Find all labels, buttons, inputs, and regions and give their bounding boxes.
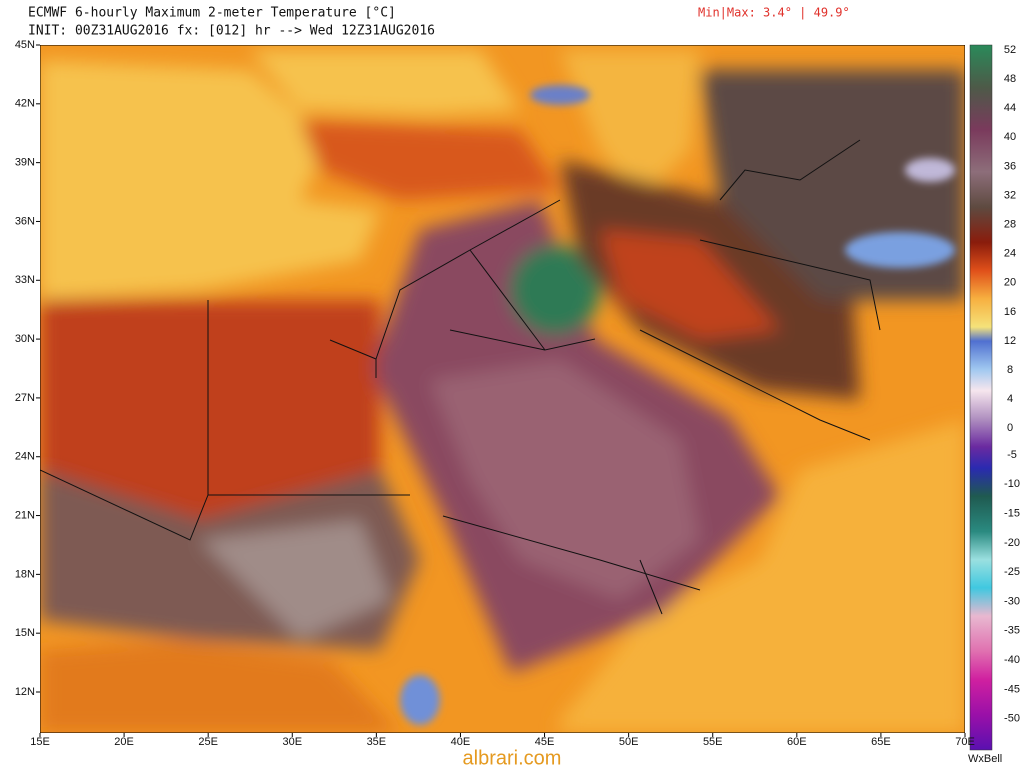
lat-label: 27N <box>15 392 35 404</box>
lon-label: 30E <box>282 736 302 748</box>
lon-label: 65E <box>871 736 891 748</box>
colorbar-label: 16 <box>1004 306 1016 318</box>
borders <box>40 45 965 733</box>
colorbar-label: 28 <box>1004 219 1016 231</box>
colorbar-label: -15 <box>1004 508 1020 520</box>
lon-label: 40E <box>451 736 471 748</box>
colorbar-label: 32 <box>1004 189 1016 201</box>
colorbar-label: 4 <box>1007 393 1013 405</box>
colorbar-label: 40 <box>1004 131 1016 143</box>
lat-label: 18N <box>15 568 35 580</box>
lat-label: 36N <box>15 215 35 227</box>
lon-label: 20E <box>114 736 134 748</box>
lat-label: 45N <box>15 39 35 51</box>
labels: 45N 42N 39N 36N 33N 30N 27N 24N 21N 18N 15N 12N 15E 2… <box>15 39 1020 748</box>
colorbar-label: -5 <box>1007 449 1017 461</box>
colorbar-label: 48 <box>1004 73 1016 85</box>
lat-label: 24N <box>15 451 35 463</box>
lon-label: 15E <box>30 736 50 748</box>
subtitle: INIT: 00Z31AUG2016 fx: [012] hr --> Wed … <box>28 24 435 39</box>
colorbar-label: -40 <box>1004 654 1020 666</box>
colorbar-label: -30 <box>1004 595 1020 607</box>
temperature-field <box>40 50 965 733</box>
colorbar-label: 52 <box>1004 44 1016 56</box>
lon-label: 55E <box>703 736 723 748</box>
lat-label: 12N <box>15 686 35 698</box>
cold-mountains <box>400 85 955 725</box>
map <box>40 45 965 733</box>
colorbar-label: -50 <box>1004 713 1020 725</box>
colorbar-label: 20 <box>1004 277 1016 289</box>
lon-label: 35E <box>367 736 387 748</box>
lon-label: 50E <box>619 736 639 748</box>
lat-label: 33N <box>15 274 35 286</box>
title: ECMWF 6-hourly Maximum 2-meter Temperatu… <box>28 6 396 21</box>
colorbar-label: 12 <box>1004 335 1016 347</box>
min-max: Min|Max: 3.4° | 49.9° <box>698 6 850 20</box>
lat-label: 21N <box>15 509 35 521</box>
colorbar-label: -10 <box>1004 478 1020 490</box>
lat-label: 30N <box>15 333 35 345</box>
colorbar-label: 8 <box>1007 364 1013 376</box>
lon-label: 60E <box>787 736 807 748</box>
lon-label: 70E <box>955 736 975 748</box>
colorbar-label: -20 <box>1004 537 1020 549</box>
colorbar-label: 44 <box>1004 102 1016 114</box>
colorbar-label: -25 <box>1004 566 1020 578</box>
colorbar-label: 36 <box>1004 160 1016 172</box>
colorbar-label: 0 <box>1007 422 1013 434</box>
lat-label: 15N <box>15 627 35 639</box>
lon-label: 45E <box>535 736 555 748</box>
brand: WxBell <box>968 753 1002 765</box>
colorbar-label: -35 <box>1004 625 1020 637</box>
lon-label: 25E <box>198 736 218 748</box>
colorbar-label: -45 <box>1004 683 1020 695</box>
lat-label: 42N <box>15 98 35 110</box>
watermark: albrari.com <box>463 747 562 768</box>
colorbar-label: 24 <box>1004 248 1016 260</box>
lat-label: 39N <box>15 157 35 169</box>
colorbar <box>969 44 993 751</box>
